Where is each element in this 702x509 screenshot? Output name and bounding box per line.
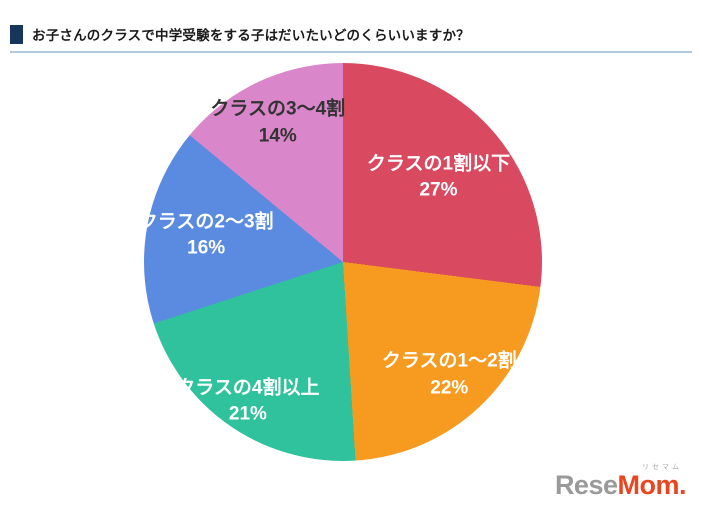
logo-dot: . — [678, 470, 687, 500]
logo-part-rese: Rese — [554, 470, 618, 500]
pie-circle — [144, 63, 542, 461]
resemom-logo: リセマム ReseMom. — [554, 464, 687, 500]
chart-title: お子さんのクラスで中学受験をする子はだいたいどのくらいいますか？ — [32, 28, 470, 43]
logo-wordmark: ReseMom. — [554, 470, 687, 500]
logo-part-mom: Mom — [617, 470, 679, 500]
chart-header: お子さんのクラスで中学受験をする子はだいたいどのくらいいますか？ — [10, 24, 692, 53]
logo-kana-text: リセマム — [642, 464, 682, 471]
title-bullet — [10, 24, 23, 44]
